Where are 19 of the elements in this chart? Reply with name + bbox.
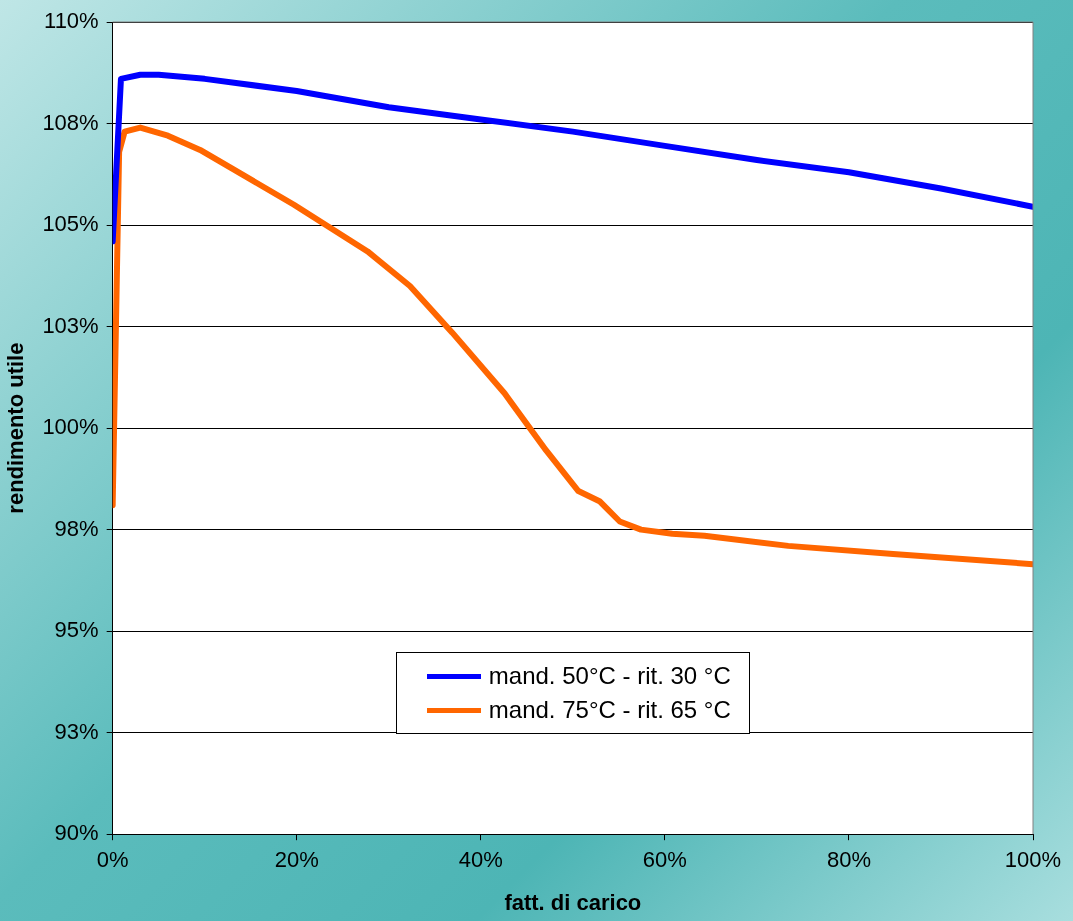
legend-label: mand. 50°C - rit. 30 °C xyxy=(488,662,731,691)
y-tick-label: 105% xyxy=(42,211,99,237)
y-axis-title: rendimento utile xyxy=(3,342,29,514)
y-tick-label: 108% xyxy=(42,109,99,135)
y-tick-label: 100% xyxy=(42,414,99,440)
x-axis-title: fatt. di carico xyxy=(504,889,642,915)
x-tick-label: 60% xyxy=(642,847,687,873)
y-tick-label: 103% xyxy=(42,312,99,338)
y-tick-label: 98% xyxy=(54,515,99,541)
x-tick-label: 40% xyxy=(458,847,503,873)
y-tick-label: 95% xyxy=(54,617,99,643)
legend-label: mand. 75°C - rit. 65 °C xyxy=(488,696,731,725)
y-tick-label: 90% xyxy=(54,820,99,846)
x-tick-label: 0% xyxy=(96,847,129,873)
y-tick-label: 93% xyxy=(54,718,99,744)
y-tick-label: 110% xyxy=(44,8,99,34)
x-tick-label: 100% xyxy=(1004,847,1062,873)
x-tick-label: 80% xyxy=(826,847,871,873)
x-tick-label: 20% xyxy=(274,847,319,873)
